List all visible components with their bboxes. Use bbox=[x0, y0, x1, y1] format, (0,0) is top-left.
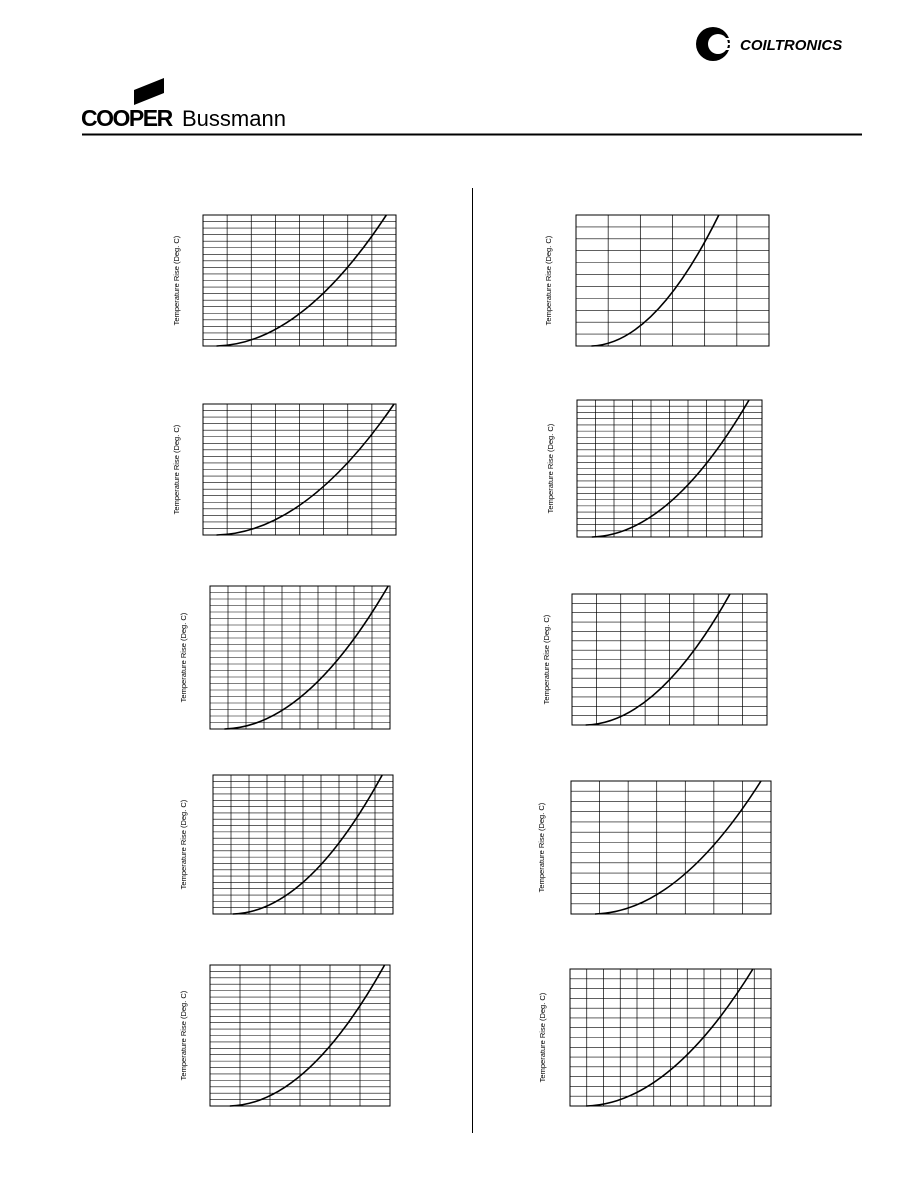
y-axis-label: Temperature Rise (Deg. C) bbox=[544, 235, 553, 325]
chart: Temperature Rise (Deg. C) bbox=[542, 593, 768, 726]
y-axis-label: Temperature Rise (Deg. C) bbox=[538, 992, 547, 1082]
plot-frame bbox=[212, 774, 394, 915]
curve bbox=[591, 214, 720, 347]
y-axis-label: Temperature Rise (Deg. C) bbox=[546, 423, 555, 513]
y-axis-label: Temperature Rise (Deg. C) bbox=[542, 614, 551, 704]
curve bbox=[591, 399, 750, 538]
curve bbox=[585, 593, 731, 726]
chart: Temperature Rise (Deg. C) bbox=[537, 780, 772, 915]
curve bbox=[224, 585, 389, 730]
plot-frame bbox=[576, 399, 763, 538]
curve bbox=[216, 214, 388, 347]
y-axis-label: Temperature Rise (Deg. C) bbox=[179, 799, 188, 889]
y-axis-label: Temperature Rise (Deg. C) bbox=[179, 612, 188, 702]
plot-frame bbox=[569, 968, 772, 1107]
y-axis-label: Temperature Rise (Deg. C) bbox=[172, 424, 181, 514]
plot-frame bbox=[570, 780, 772, 915]
coiltronics-logo: COILTRONICS bbox=[696, 27, 842, 61]
brand-left: COOPER bbox=[81, 105, 174, 131]
chart: Temperature Rise (Deg. C) bbox=[172, 214, 397, 347]
y-axis-label: Temperature Rise (Deg. C) bbox=[179, 990, 188, 1080]
y-axis-label: Temperature Rise (Deg. C) bbox=[537, 802, 546, 892]
chart: Temperature Rise (Deg. C) bbox=[538, 968, 772, 1107]
chart: Temperature Rise (Deg. C) bbox=[544, 214, 770, 347]
brand-left-sub: Bussmann bbox=[182, 106, 286, 131]
curve bbox=[594, 780, 762, 915]
chart: Temperature Rise (Deg. C) bbox=[179, 964, 391, 1107]
plot-frame bbox=[575, 214, 770, 347]
curve bbox=[229, 964, 386, 1107]
plot-frame bbox=[209, 585, 391, 730]
plot-frame bbox=[202, 214, 397, 347]
y-axis-label: Temperature Rise (Deg. C) bbox=[172, 235, 181, 325]
charts: Temperature Rise (Deg. C) Temperature Ris… bbox=[172, 214, 772, 1107]
plot-frame bbox=[202, 403, 397, 536]
chart: Temperature Rise (Deg. C) bbox=[546, 399, 763, 538]
curve bbox=[586, 968, 754, 1107]
brand-right: COILTRONICS bbox=[740, 37, 842, 54]
plot-frame bbox=[209, 964, 391, 1107]
curve bbox=[216, 403, 395, 536]
chart: Temperature Rise (Deg. C) bbox=[179, 774, 394, 915]
chart: Temperature Rise (Deg. C) bbox=[172, 403, 397, 536]
curve bbox=[232, 774, 383, 915]
cooper-logo: COOPER Bussmann bbox=[81, 78, 286, 131]
chart: Temperature Rise (Deg. C) bbox=[179, 585, 391, 730]
plot-frame bbox=[571, 593, 768, 726]
